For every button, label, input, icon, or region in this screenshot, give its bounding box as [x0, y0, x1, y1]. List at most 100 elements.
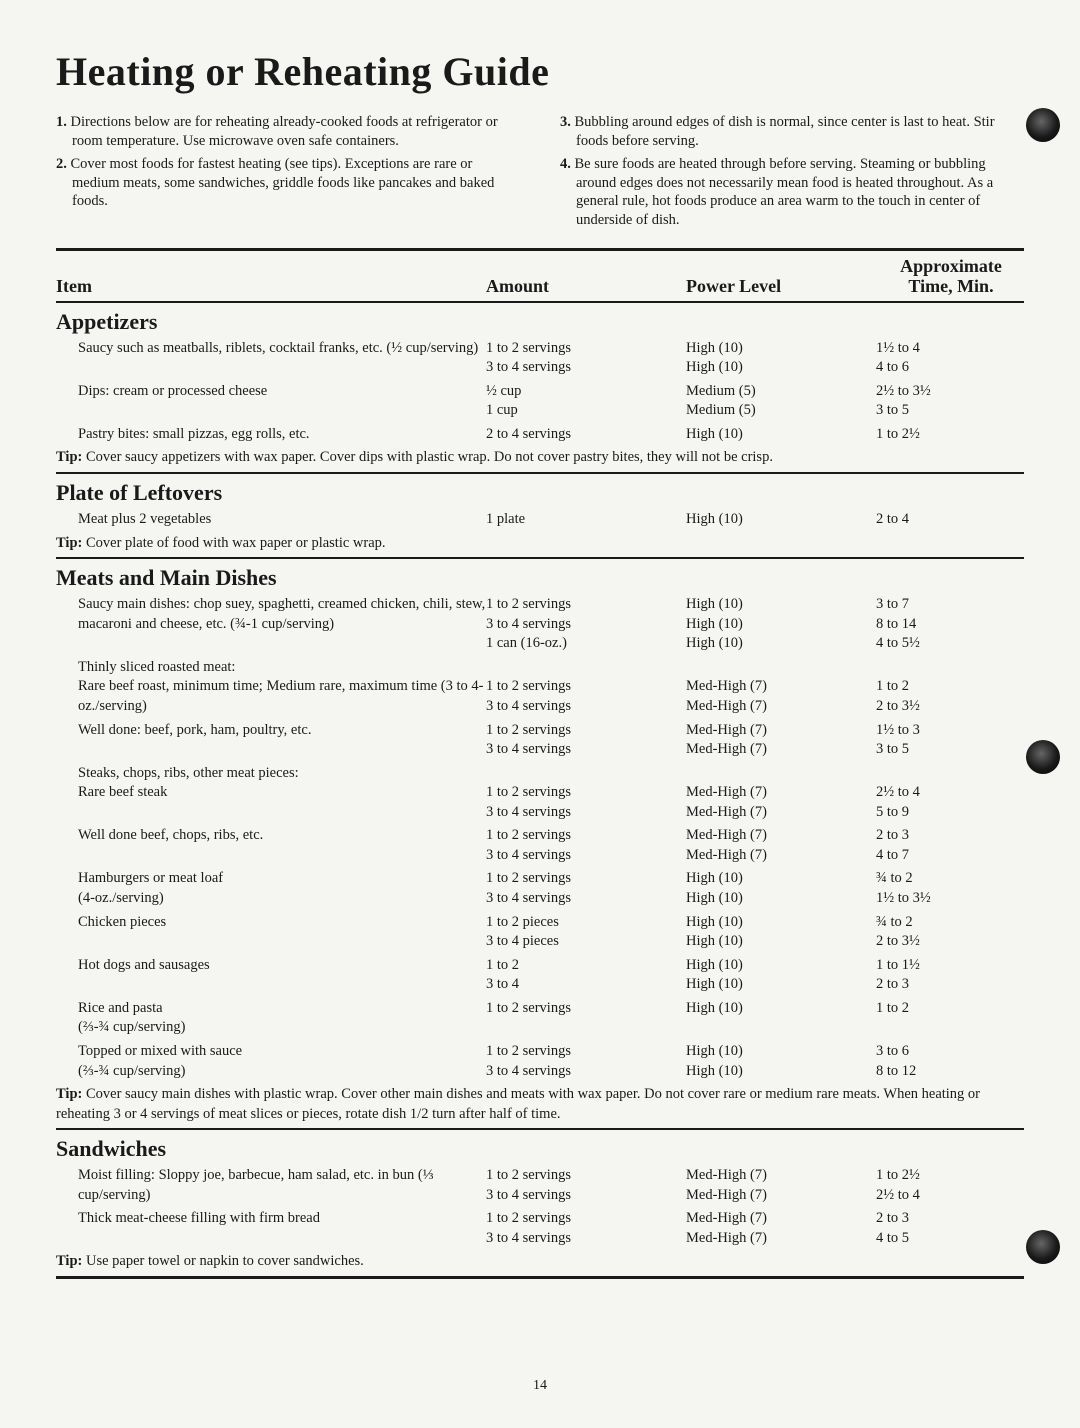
cell-amount: ½ cup1 cup	[486, 382, 686, 421]
cell-amount: 1 to 2 servings3 to 4 servings	[486, 1209, 686, 1248]
cell-amount: 1 to 2 servings3 to 4 servings	[486, 826, 686, 865]
cell-item: Chicken pieces	[56, 913, 486, 952]
intro-num: 4.	[560, 156, 571, 172]
table-row: Saucy such as meatballs, riblets, cockta…	[56, 337, 1024, 380]
intro-num: 3.	[560, 114, 571, 130]
cell-time: 2½ to 3½3 to 5	[876, 382, 1026, 421]
table-row: Dips: cream or processed cheese½ cup1 cu…	[56, 380, 1024, 423]
tip-text: Tip: Cover plate of food with wax paper …	[56, 532, 1024, 558]
table-row: Hot dogs and sausages1 to 23 to 4High (1…	[56, 954, 1024, 997]
divider	[56, 1128, 1024, 1130]
cell-amount: 2 to 4 servings	[486, 425, 686, 445]
th-item: Item	[56, 276, 486, 297]
intro-num: 2.	[56, 156, 67, 172]
table-row: Well done beef, chops, ribs, etc.1 to 2 …	[56, 824, 1024, 867]
intro-text: Bubbling around edges of dish is normal,…	[575, 114, 995, 149]
cell-time: 2 to 34 to 5	[876, 1209, 1026, 1248]
th-time: ApproximateTime, Min.	[876, 257, 1026, 297]
cell-amount: 1 to 2 servings3 to 4 servings	[486, 869, 686, 908]
tip-text: Tip: Use paper towel or napkin to cover …	[56, 1250, 1024, 1276]
section-heading: Sandwiches	[56, 1136, 1024, 1162]
cell-time: 1½ to 33 to 5	[876, 721, 1026, 760]
cell-amount: 1 to 2 servings	[486, 999, 686, 1038]
divider	[56, 301, 1024, 303]
cell-item: Rice and pasta(⅔-¾ cup/serving)	[56, 999, 486, 1038]
cell-power: Med-High (7)Med-High (7)	[686, 721, 876, 760]
cell-item: Well done beef, chops, ribs, etc.	[56, 826, 486, 865]
page-number: 14	[0, 1378, 1080, 1394]
intro-block: 1. Directions below are for reheating al…	[56, 113, 1024, 234]
cell-item: Meat plus 2 vegetables	[56, 510, 486, 530]
cell-amount: 1 to 2 servings3 to 4 servings	[486, 1042, 686, 1081]
table-row: Pastry bites: small pizzas, egg rolls, e…	[56, 423, 1024, 447]
table-row: Meat plus 2 vegetables1 plateHigh (10)2 …	[56, 508, 1024, 532]
intro-num: 1.	[56, 114, 67, 130]
cell-amount: 1 to 2 servings3 to 4 servings	[486, 339, 686, 378]
divider	[56, 557, 1024, 559]
cell-amount: 1 to 2 pieces3 to 4 pieces	[486, 913, 686, 952]
section-heading: Appetizers	[56, 309, 1024, 335]
intro-text: Cover most foods for fastest heating (se…	[71, 156, 495, 210]
cell-power: High (10)	[686, 425, 876, 445]
cell-time: 1 to 2	[876, 999, 1026, 1038]
cell-amount: 1 to 2 servings3 to 4 servings	[486, 658, 686, 717]
cell-time: 1½ to 44 to 6	[876, 339, 1026, 378]
cell-amount: 1 to 2 servings3 to 4 servings	[486, 764, 686, 823]
cell-amount: 1 plate	[486, 510, 686, 530]
cell-power: High (10)High (10)High (10)	[686, 595, 876, 654]
cell-time: 2 to 4	[876, 510, 1026, 530]
cell-time: 1 to 22 to 3½	[876, 658, 1026, 717]
cell-item: Moist filling: Sloppy joe, barbecue, ham…	[56, 1166, 486, 1205]
cell-item: Saucy main dishes: chop suey, spaghetti,…	[56, 595, 486, 654]
table-row: Well done: beef, pork, ham, poultry, etc…	[56, 719, 1024, 762]
table-header: Item Amount Power Level ApproximateTime,…	[56, 251, 1024, 301]
cell-power: Med-High (7)Med-High (7)	[686, 764, 876, 823]
cell-amount: 1 to 2 servings3 to 4 servings	[486, 1166, 686, 1205]
cell-time: 3 to 68 to 12	[876, 1042, 1026, 1081]
th-amount: Amount	[486, 276, 686, 297]
cell-power: High (10)High (10)	[686, 956, 876, 995]
section-heading: Meats and Main Dishes	[56, 565, 1024, 591]
cell-amount: 1 to 23 to 4	[486, 956, 686, 995]
cell-time: 3 to 78 to 144 to 5½	[876, 595, 1026, 654]
table-row: Saucy main dishes: chop suey, spaghetti,…	[56, 593, 1024, 656]
cell-power: Med-High (7)Med-High (7)	[686, 1209, 876, 1248]
cell-item: Hot dogs and sausages	[56, 956, 486, 995]
th-power: Power Level	[686, 276, 876, 297]
intro-right: 3. Bubbling around edges of dish is norm…	[560, 113, 1024, 234]
table-row: Hamburgers or meat loaf(4-oz./serving)1 …	[56, 867, 1024, 910]
cell-time: 1 to 1½2 to 3	[876, 956, 1026, 995]
table-row: Chicken pieces1 to 2 pieces3 to 4 pieces…	[56, 911, 1024, 954]
tip-text: Tip: Cover saucy appetizers with wax pap…	[56, 446, 1024, 472]
cell-power: High (10)	[686, 999, 876, 1038]
cell-item: Hamburgers or meat loaf(4-oz./serving)	[56, 869, 486, 908]
table-row: Thick meat-cheese filling with firm brea…	[56, 1207, 1024, 1250]
cell-item: Steaks, chops, ribs, other meat pieces:R…	[56, 764, 486, 823]
cell-amount: 1 to 2 servings3 to 4 servings	[486, 721, 686, 760]
tip-text: Tip: Cover saucy main dishes with plasti…	[56, 1083, 1024, 1128]
cell-item: Pastry bites: small pizzas, egg rolls, e…	[56, 425, 486, 445]
cell-item: Dips: cream or processed cheese	[56, 382, 486, 421]
cell-power: Medium (5)Medium (5)	[686, 382, 876, 421]
cell-item: Thinly sliced roasted meat:Rare beef roa…	[56, 658, 486, 717]
cell-power: High (10)High (10)	[686, 339, 876, 378]
cell-power: Med-High (7)Med-High (7)	[686, 1166, 876, 1205]
cell-power: Med-High (7)Med-High (7)	[686, 658, 876, 717]
hole-punch-icon	[1026, 740, 1060, 774]
cell-item: Thick meat-cheese filling with firm brea…	[56, 1209, 486, 1248]
section-heading: Plate of Leftovers	[56, 480, 1024, 506]
cell-time: 1 to 2½	[876, 425, 1026, 445]
cell-time: 2½ to 45 to 9	[876, 764, 1026, 823]
divider	[56, 1276, 1024, 1279]
cell-amount: 1 to 2 servings3 to 4 servings1 can (16-…	[486, 595, 686, 654]
cell-power: High (10)High (10)	[686, 913, 876, 952]
divider	[56, 472, 1024, 474]
cell-item: Saucy such as meatballs, riblets, cockta…	[56, 339, 486, 378]
table-row: Moist filling: Sloppy joe, barbecue, ham…	[56, 1164, 1024, 1207]
page-title: Heating or Reheating Guide	[56, 48, 1024, 95]
hole-punch-icon	[1026, 1230, 1060, 1264]
cell-power: High (10)High (10)	[686, 869, 876, 908]
cell-item: Topped or mixed with sauce(⅔-¾ cup/servi…	[56, 1042, 486, 1081]
intro-left: 1. Directions below are for reheating al…	[56, 113, 520, 234]
table-row: Rice and pasta(⅔-¾ cup/serving)1 to 2 se…	[56, 997, 1024, 1040]
